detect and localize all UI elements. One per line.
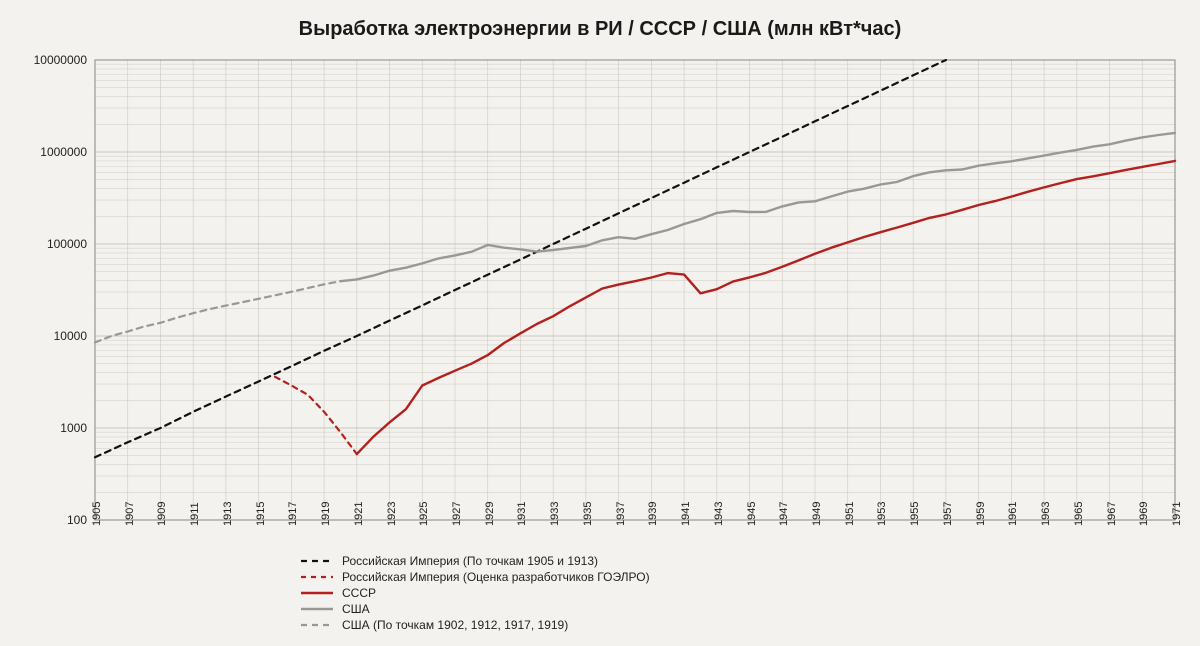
x-tick-label: 1913 bbox=[222, 502, 234, 526]
x-tick-label: 1967 bbox=[1106, 502, 1118, 526]
x-tick-label: 1943 bbox=[713, 502, 725, 526]
series-usa bbox=[341, 133, 1176, 281]
y-tick-label: 100000 bbox=[47, 237, 95, 251]
legend-item-ri_points: Российская Империя (По точкам 1905 и 191… bbox=[300, 554, 598, 568]
x-tick-label: 1925 bbox=[418, 502, 430, 526]
x-tick-label: 1947 bbox=[778, 502, 790, 526]
legend-item-ri_goelro: Российская Империя (Оценка разработчиков… bbox=[300, 570, 650, 584]
x-tick-label: 1957 bbox=[942, 502, 954, 526]
x-tick-label: 1911 bbox=[189, 502, 201, 526]
x-tick-label: 1935 bbox=[582, 502, 594, 526]
x-tick-label: 1959 bbox=[975, 502, 987, 526]
x-tick-label: 1953 bbox=[876, 502, 888, 526]
x-tick-label: 1965 bbox=[1073, 502, 1085, 526]
y-tick-label: 1000 bbox=[60, 421, 95, 435]
legend-swatch bbox=[300, 554, 334, 568]
y-tick-label: 10000000 bbox=[34, 53, 95, 67]
x-tick-label: 1909 bbox=[156, 502, 168, 526]
y-tick-label: 1000000 bbox=[40, 145, 95, 159]
legend-swatch bbox=[300, 586, 334, 600]
x-tick-label: 1907 bbox=[124, 502, 136, 526]
legend-label: СССР bbox=[342, 586, 376, 600]
x-tick-label: 1929 bbox=[484, 502, 496, 526]
x-tick-label: 1919 bbox=[320, 502, 332, 526]
x-tick-label: 1927 bbox=[451, 502, 463, 526]
y-tick-label: 10000 bbox=[54, 329, 95, 343]
x-tick-label: 1955 bbox=[909, 502, 921, 526]
chart-container: Выработка электроэнергии в РИ / СССР / С… bbox=[0, 0, 1200, 646]
series-usa_points bbox=[95, 281, 341, 342]
legend-label: Российская Империя (По точкам 1905 и 191… bbox=[342, 554, 598, 568]
x-tick-label: 1923 bbox=[386, 502, 398, 526]
chart-title: Выработка электроэнергии в РИ / СССР / С… bbox=[0, 18, 1200, 41]
series-ussr bbox=[357, 161, 1175, 454]
legend-swatch bbox=[300, 570, 334, 584]
chart-plot: 1001000100001000001000000100000001905190… bbox=[95, 60, 1175, 520]
chart-legend: Российская Империя (По точкам 1905 и 191… bbox=[0, 554, 1200, 632]
x-tick-label: 1945 bbox=[746, 502, 758, 526]
x-tick-label: 1969 bbox=[1138, 502, 1150, 526]
legend-item-ussr: СССР bbox=[300, 586, 376, 600]
x-tick-label: 1933 bbox=[549, 502, 561, 526]
legend-label: США bbox=[342, 602, 370, 616]
x-tick-label: 1937 bbox=[615, 502, 627, 526]
x-tick-label: 1971 bbox=[1171, 502, 1183, 526]
x-tick-label: 1939 bbox=[647, 502, 659, 526]
x-tick-label: 1949 bbox=[811, 502, 823, 526]
legend-swatch bbox=[300, 618, 334, 632]
x-tick-label: 1915 bbox=[255, 502, 267, 526]
x-tick-label: 1931 bbox=[516, 502, 528, 526]
x-tick-label: 1941 bbox=[680, 502, 692, 526]
x-tick-label: 1921 bbox=[353, 502, 365, 526]
x-tick-label: 1951 bbox=[844, 502, 856, 526]
x-tick-label: 1961 bbox=[1007, 502, 1019, 526]
chart-svg bbox=[95, 60, 1175, 520]
x-tick-label: 1917 bbox=[287, 502, 299, 526]
legend-item-usa: США bbox=[300, 602, 370, 616]
legend-item-usa_points: США (По точкам 1902, 1912, 1917, 1919) bbox=[300, 618, 568, 632]
legend-label: США (По точкам 1902, 1912, 1917, 1919) bbox=[342, 618, 568, 632]
x-tick-label: 1905 bbox=[91, 502, 103, 526]
x-tick-label: 1963 bbox=[1040, 502, 1052, 526]
legend-swatch bbox=[300, 602, 334, 616]
legend-label: Российская Империя (Оценка разработчиков… bbox=[342, 570, 650, 584]
